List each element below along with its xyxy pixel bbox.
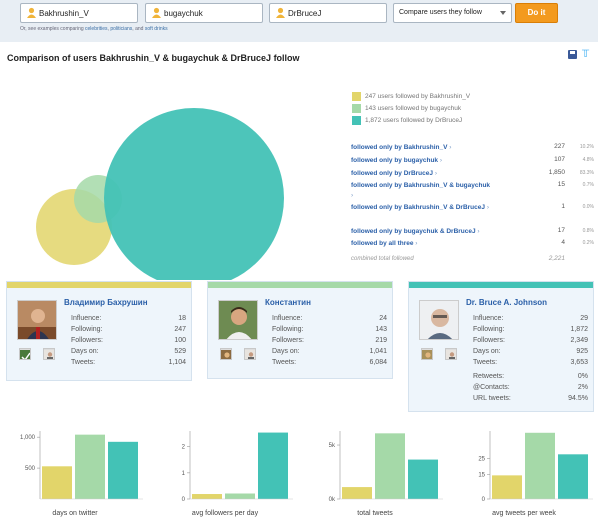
breakdown-link[interactable]: followed only by Bakhrushin_V ›	[351, 144, 452, 151]
examples-hint: Or, see examples comparing celebrities, …	[20, 26, 168, 32]
user-card-drbrucej: Dr. Bruce A. Johnson Influence: 29 Follow…	[408, 281, 594, 412]
legend-swatch	[352, 104, 361, 113]
chart-caption: avg followers per day	[191, 510, 259, 517]
breakdown-link[interactable]: followed only by bugaychuk ›	[351, 157, 443, 164]
example-link-politicians[interactable]: politicians	[110, 26, 133, 32]
chevron-down-icon	[500, 11, 506, 15]
bar-drbrucej	[108, 441, 138, 499]
user-input-2[interactable]	[164, 5, 258, 21]
chart-total-tweets: 5k 0k total tweets	[300, 425, 450, 521]
breakdown-link[interactable]: followed only by bugaychuk & DrBruceJ ›	[351, 228, 480, 235]
bar-bugaychuk	[225, 493, 255, 499]
chart-avg-tweets-per-week: 25 15 0 avg tweets per week	[450, 425, 598, 521]
bar-bakhrushin-v	[342, 487, 372, 499]
y-tick-label: 0	[482, 497, 486, 503]
bar-drbrucej	[258, 432, 288, 499]
user-card-bakhrushin: Владимир Бахрушин Influence: 18 Following…	[6, 281, 192, 381]
bar-bakhrushin-v	[492, 475, 522, 499]
user-field-3[interactable]	[269, 3, 387, 23]
compare-mode-select[interactable]: Compare users they follow	[393, 3, 512, 23]
compare-mode-value: Compare users they follow	[399, 9, 482, 16]
bar-chart: 1,000 500	[20, 431, 143, 500]
user-display-name[interactable]: Владимир Бахрушин	[64, 298, 148, 307]
y-tick-label: 0k	[329, 497, 336, 503]
bar-chart: 25 15 0	[478, 431, 593, 503]
legend-swatch	[352, 116, 361, 125]
user-card-bugaychuk: Константин Influence: 24 Following: 143 Fo…	[207, 281, 393, 379]
y-tick-label: 500	[25, 466, 36, 472]
bar-bugaychuk	[375, 433, 405, 499]
follower-thumbnail[interactable]	[220, 348, 232, 360]
avatar[interactable]	[419, 300, 459, 340]
combined-total-label: combined total followed	[351, 256, 414, 262]
follower-thumbnail[interactable]	[43, 348, 55, 360]
y-tick-label: 1,000	[20, 435, 36, 441]
twitter-icon[interactable]: 𝕋	[582, 49, 590, 60]
bar-drbrucej	[558, 454, 588, 499]
chart-caption: total tweets	[357, 510, 393, 517]
card-color-bar	[7, 282, 191, 288]
avatar[interactable]	[17, 300, 57, 340]
user-icon	[276, 7, 285, 18]
breakdown-link[interactable]: followed only by DrBruceJ ›	[351, 170, 437, 177]
card-color-bar	[208, 282, 392, 288]
chart-avg-followers-per-day: 2 1 0 avg followers per day	[150, 425, 300, 521]
legend-swatch	[352, 92, 361, 101]
follower-thumbnail[interactable]	[421, 348, 433, 360]
example-link-celebrities[interactable]: celebrities	[85, 26, 108, 32]
follower-thumbnail[interactable]	[244, 348, 256, 360]
bar-bugaychuk	[525, 432, 555, 499]
user-icon	[152, 7, 161, 18]
breakdown-link[interactable]: followed only by Bakhrushin_V & bugaychu…	[351, 182, 491, 199]
follower-thumbnail[interactable]	[445, 348, 457, 360]
example-link-soft-drinks[interactable]: soft drinks	[144, 26, 168, 32]
bar-bakhrushin-v	[42, 466, 72, 499]
combined-total-value: 2,221	[548, 255, 565, 262]
venn-circle-drbrucej	[104, 108, 284, 280]
do-it-button[interactable]: Do it	[515, 3, 558, 23]
page-title: Comparison of users Bakhrushin_V & bugay…	[7, 53, 300, 63]
user-input-3[interactable]	[288, 5, 382, 21]
bar-chart: 2 1 0	[182, 431, 293, 503]
search-bar: Compare users they follow Do it Or, see …	[0, 0, 598, 42]
breakdown-link[interactable]: followed only by Bakhrushin_V & DrBruceJ…	[351, 204, 489, 211]
user-display-name[interactable]: Константин	[265, 298, 311, 307]
y-tick-label: 5k	[329, 443, 336, 449]
user-display-name[interactable]: Dr. Bruce A. Johnson	[466, 298, 548, 307]
y-tick-label: 2	[182, 445, 186, 451]
chart-caption: days on twitter	[52, 510, 98, 517]
bar-bugaychuk	[75, 434, 105, 499]
bar-bakhrushin-v	[192, 494, 222, 499]
venn-diagram	[36, 108, 284, 280]
y-tick-label: 0	[182, 497, 186, 503]
user-input-1[interactable]	[39, 5, 133, 21]
chart-days-on-twitter: 1,000 500 days on twitter	[0, 425, 150, 521]
y-tick-label: 25	[478, 457, 485, 463]
card-color-bar	[409, 282, 593, 288]
follower-thumbnail[interactable]	[19, 348, 31, 360]
y-tick-label: 1	[182, 471, 186, 477]
bar-drbrucej	[408, 459, 438, 499]
save-icon[interactable]	[568, 50, 577, 59]
avatar[interactable]	[218, 300, 258, 340]
user-field-2[interactable]	[145, 3, 263, 23]
bar-chart: 5k 0k	[329, 431, 443, 503]
user-field-1[interactable]	[20, 3, 138, 23]
breakdown-link[interactable]: followed by all three ›	[351, 240, 418, 247]
user-icon	[27, 7, 36, 18]
y-tick-label: 15	[478, 473, 485, 479]
chart-caption: avg tweets per week	[492, 510, 556, 517]
